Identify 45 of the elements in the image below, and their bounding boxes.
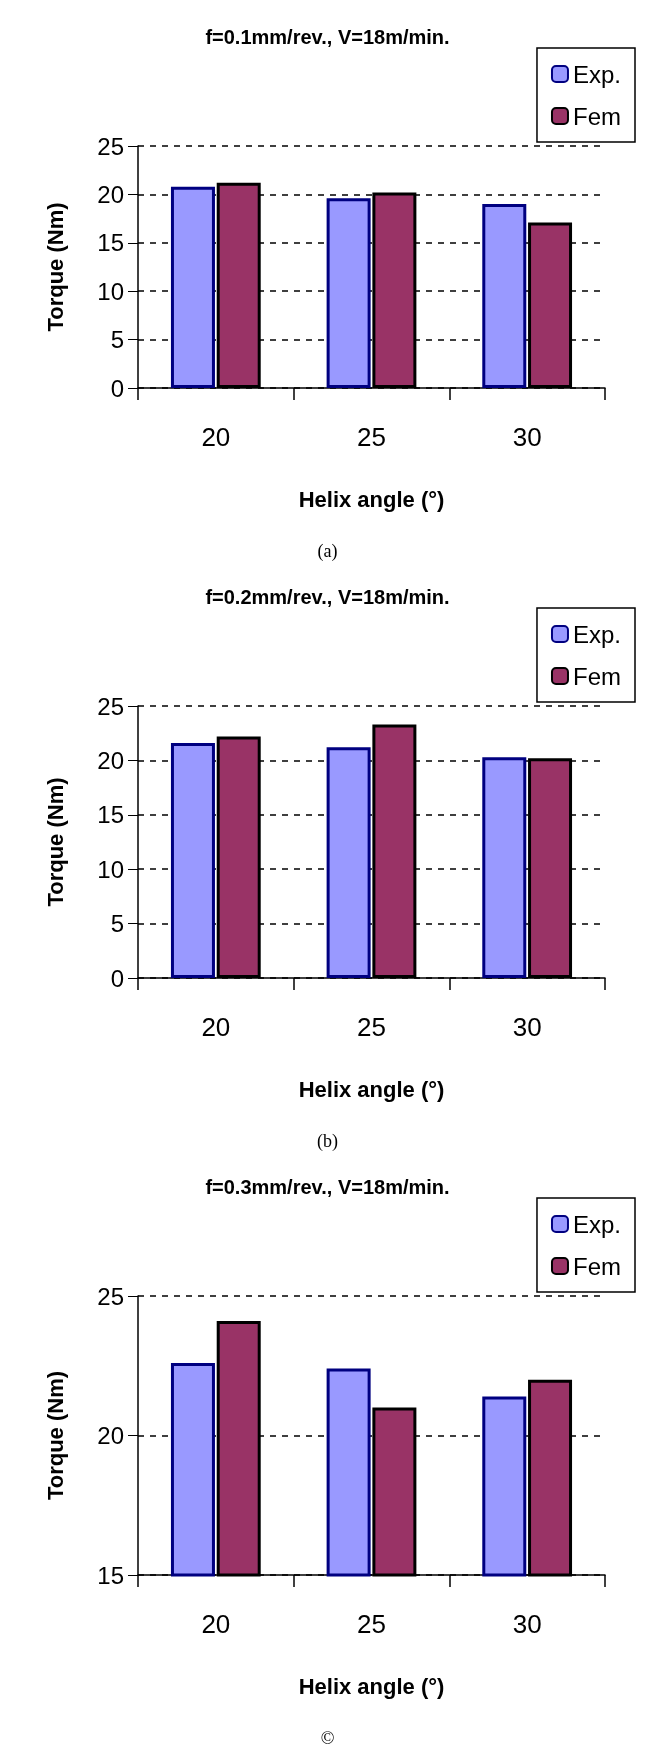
legend-label: Exp. <box>572 620 622 648</box>
x-tick-label: 20 <box>201 1609 231 1639</box>
y-tick-label: 15 <box>97 801 124 829</box>
x-tick-label: 30 <box>512 1012 542 1042</box>
y-tick-label: 10 <box>97 277 124 305</box>
text: (b) <box>317 1131 339 1152</box>
x-tick-label: 20 <box>201 1012 231 1042</box>
y-tick-label: 0 <box>110 374 124 402</box>
y-tick-label: 5 <box>110 326 124 354</box>
y-tick-label: 25 <box>97 1282 124 1310</box>
legend-label: Exp. <box>572 60 622 88</box>
legend-label: Exp. <box>572 1210 622 1238</box>
y-tick-label: 25 <box>97 692 124 720</box>
y-tick-label: 0 <box>110 964 124 992</box>
legend-label: Fem <box>572 662 621 690</box>
y-tick-label: 10 <box>97 855 124 883</box>
x-axis-title: Helix angle (°) <box>298 1673 445 1699</box>
bar <box>170 186 215 388</box>
y-axis-title: Torque (Nm) <box>42 777 68 907</box>
y-tick-label: 20 <box>97 180 124 208</box>
x-tick-label: 20 <box>201 422 231 452</box>
y-tick-label: 15 <box>97 229 124 257</box>
y-axis-title: Torque (Nm) <box>42 1370 68 1501</box>
x-tick-label: 25 <box>357 422 386 452</box>
x-axis-title: Helix angle (°) <box>298 486 445 512</box>
y-tick-label: 20 <box>97 746 124 774</box>
x-axis-title: Helix angle (°) <box>298 1076 445 1102</box>
x-tick-label: 25 <box>357 1012 386 1042</box>
legend-label: Fem <box>572 102 621 130</box>
legend-label: Fem <box>572 1252 621 1280</box>
chart-title: f=0.3mm/rev., V=18m/min. <box>205 1176 450 1198</box>
bar <box>482 204 527 388</box>
text: © <box>320 1728 335 1748</box>
x-tick-label: 25 <box>357 1609 386 1639</box>
chart-title: f=0.2mm/rev., V=18m/min. <box>205 586 450 608</box>
text: (a) <box>317 541 338 562</box>
chart-title: f=0.1mm/rev., V=18m/min. <box>205 26 450 48</box>
y-tick-label: 25 <box>97 132 124 160</box>
y-tick-label: 20 <box>97 1422 124 1449</box>
y-axis-title: Torque (Nm) <box>42 202 68 332</box>
x-tick-label: 30 <box>512 422 542 452</box>
x-tick-label: 30 <box>512 1609 542 1639</box>
bar <box>326 198 371 388</box>
y-tick-label: 5 <box>110 910 124 938</box>
y-tick-label: 15 <box>97 1561 124 1589</box>
